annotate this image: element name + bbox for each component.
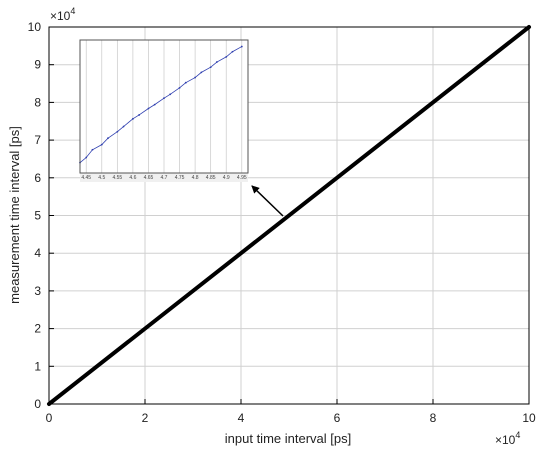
inset-point: [209, 66, 212, 69]
inset-x-tick-label: 4.45: [81, 175, 91, 181]
annotation-arrow: [251, 185, 284, 217]
x-tick-label: 8: [430, 411, 437, 425]
x-tick-label: 6: [334, 411, 341, 425]
inset-x-tick-label: 4.95: [237, 175, 247, 181]
y-tick-label: 3: [34, 284, 41, 298]
inset-point: [200, 71, 203, 74]
inset-point: [147, 107, 150, 110]
inset-frame: [79, 39, 249, 174]
y-exponent-power: 4: [70, 6, 75, 16]
inset-point: [163, 97, 165, 100]
y-axis-label: measurement time interval [ps]: [7, 126, 22, 304]
y-tick-label: 0: [34, 397, 41, 411]
inset-point: [107, 137, 109, 140]
x-exponent-power: 4: [515, 430, 520, 440]
x-axis-label: input time interval [ps]: [225, 431, 351, 446]
main-series: [47, 25, 531, 406]
inset-point: [91, 148, 94, 151]
x-exponent-label: ×104: [495, 430, 520, 447]
main-ticks: 0 2 4 6 8 10 0 1 2 3 4 5 6 7 8 9 10: [28, 20, 536, 425]
inset-point: [153, 103, 156, 106]
inset-axis-band: [80, 173, 248, 182]
inset-point: [85, 156, 88, 159]
inset-x-tick-label: 4.9: [223, 175, 230, 181]
inset-point: [169, 93, 172, 96]
inset-point: [240, 45, 243, 48]
x-tick-label: 10: [522, 411, 536, 425]
inset-x-tick-label: 4.5: [98, 175, 105, 181]
inset-x-tick-label: 4.55: [112, 175, 122, 181]
inset-point: [184, 81, 187, 84]
inset-chart: 4.45 4.5 4.55 4.6 4.65 4.7 4.75 4.8 4.85 4.9 4.95: [79, 39, 249, 182]
annotation-layer: [251, 185, 284, 217]
inset-point: [231, 50, 234, 53]
y-exponent-label: ×104: [50, 6, 75, 23]
x-tick-label: 2: [142, 411, 149, 425]
inset-point: [131, 117, 134, 120]
y-tick-label: 9: [34, 58, 41, 72]
x-tick-label: 4: [238, 411, 245, 425]
inset-point: [122, 125, 125, 128]
y-tick-label: 7: [34, 133, 41, 147]
y-tick-label: 4: [34, 246, 41, 260]
inset-x-tick-label: 4.8: [192, 175, 199, 181]
y-tick-label: 5: [34, 209, 41, 223]
inset-point: [225, 56, 228, 58]
inset-point: [116, 130, 119, 133]
y-tick-label: 6: [34, 171, 41, 185]
inset-point: [215, 61, 218, 63]
y-tick-label: 2: [34, 322, 41, 336]
x-tick-label: 0: [46, 411, 53, 425]
y-exponent-base: ×10: [50, 9, 71, 23]
x-exponent-base: ×10: [495, 433, 516, 447]
inset-point: [194, 76, 197, 79]
y-tick-label: 10: [28, 20, 42, 34]
inset-x-tick-label: 4.85: [206, 175, 216, 181]
inset-point: [138, 114, 141, 116]
series-line: [47, 25, 531, 406]
inset-x-tick-label: 4.75: [175, 175, 185, 181]
inset-point: [100, 143, 103, 146]
inset-x-tick-label: 4.6: [129, 175, 136, 181]
y-tick-label: 8: [34, 95, 41, 109]
y-tick-label: 1: [34, 359, 41, 373]
inset-x-tick-label: 4.7: [161, 175, 168, 181]
inset-point: [178, 86, 181, 89]
inset-x-tick-label: 4.65: [144, 175, 154, 181]
inset-series-line: [79, 46, 242, 163]
